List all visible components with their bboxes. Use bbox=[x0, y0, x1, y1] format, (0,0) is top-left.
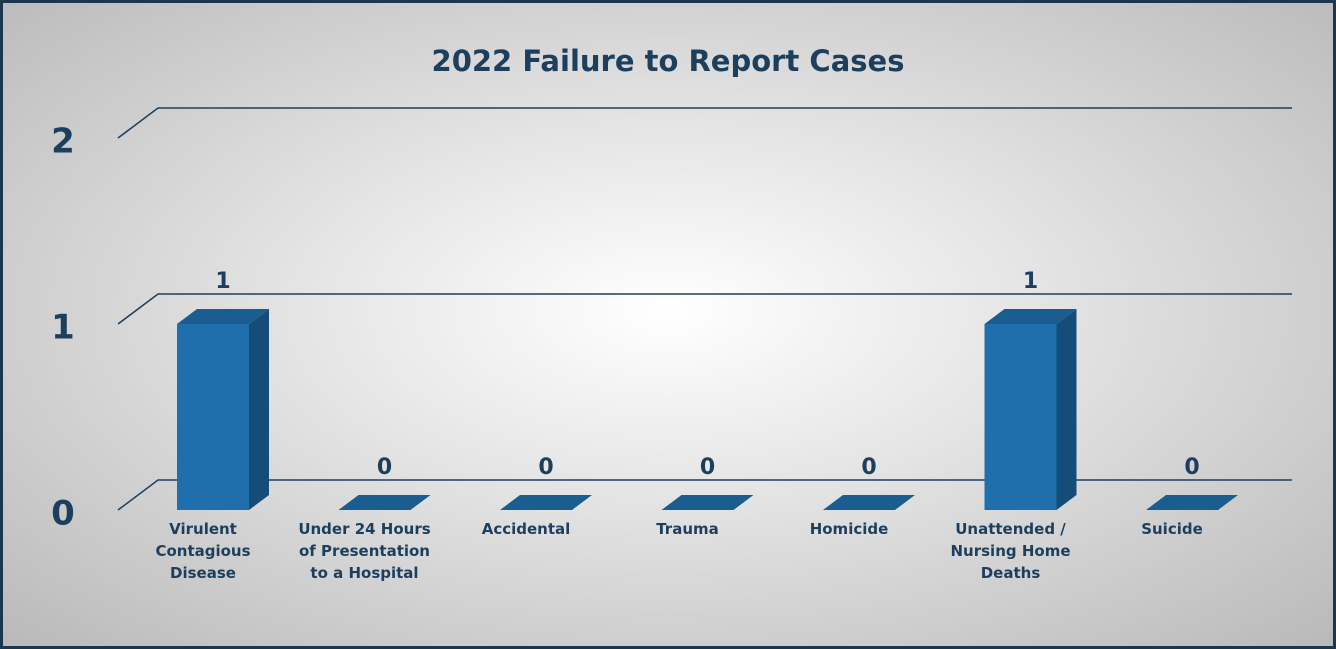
bar bbox=[338, 495, 431, 510]
y-tick-label: 0 bbox=[51, 494, 75, 534]
chart: 2022 Failure to Report Cases 0 1 2 1 0 0 0 0 1 0 bbox=[51, 44, 1292, 534]
value-label: 0 bbox=[377, 455, 392, 480]
bar-front bbox=[984, 324, 1057, 510]
bar bbox=[661, 495, 754, 510]
grid-line bbox=[117, 479, 1292, 511]
bar bbox=[500, 495, 592, 510]
x-tick-label: Accidental bbox=[481, 520, 571, 538]
grid-line bbox=[117, 293, 1292, 325]
grid-line bbox=[117, 107, 1292, 139]
y-tick-label: 2 bbox=[51, 122, 75, 162]
chart-title: 2022 Failure to Report Cases bbox=[432, 44, 905, 78]
bar-top bbox=[984, 309, 1077, 324]
x-tick-label: Virulent Contagious Disease bbox=[155, 520, 251, 582]
bar-top bbox=[338, 495, 431, 510]
value-label: 0 bbox=[861, 455, 876, 480]
bar-top bbox=[823, 495, 915, 510]
bar-top bbox=[177, 309, 269, 324]
bar-top bbox=[661, 495, 754, 510]
bar bbox=[177, 309, 269, 510]
y-tick-label: 1 bbox=[51, 308, 75, 348]
bar-front bbox=[177, 324, 249, 510]
value-label: 0 bbox=[1184, 455, 1199, 480]
value-label: 1 bbox=[215, 269, 230, 294]
bar bbox=[984, 309, 1077, 510]
bar-top bbox=[1146, 495, 1238, 510]
bar-side bbox=[1056, 309, 1077, 510]
value-label: 0 bbox=[538, 455, 553, 480]
bar bbox=[1146, 495, 1238, 510]
x-tick-label: Homicide bbox=[809, 520, 889, 538]
value-label: 1 bbox=[1023, 269, 1038, 294]
x-tick-label: Trauma bbox=[656, 520, 719, 538]
bar-top bbox=[500, 495, 592, 510]
x-tick-label: Under 24 Hours of Presentation to a Hosp… bbox=[298, 520, 431, 582]
value-label: 0 bbox=[700, 455, 715, 480]
bar bbox=[823, 495, 915, 510]
x-tick-label: Unattended / Nursing Home Deaths bbox=[950, 520, 1071, 582]
bar-side bbox=[249, 309, 269, 510]
x-tick-label: Suicide bbox=[1141, 520, 1203, 538]
